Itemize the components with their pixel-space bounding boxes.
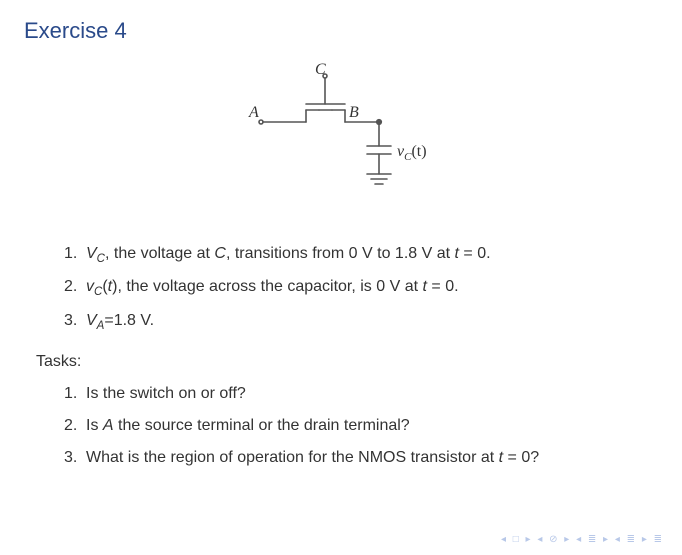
circuit-container: C A B vC(t) (24, 62, 658, 212)
task-item: 3.What is the region of operation for th… (64, 444, 658, 472)
label-b: B (349, 104, 359, 121)
task-text: Is A the source terminal or the drain te… (86, 417, 410, 434)
tasks-list: 1.Is the switch on or off?2.Is A the sou… (36, 380, 658, 472)
circuit-diagram: C A B vC(t) (231, 62, 451, 212)
task-number: 1. (64, 380, 86, 408)
label-vc: vC(t) (397, 143, 427, 163)
given-item: 2.vC(t), the voltage across the capacito… (64, 273, 658, 302)
given-number: 2. (64, 273, 86, 301)
given-text: VC, the voltage at C, transitions from 0… (86, 245, 491, 262)
task-item: 1.Is the switch on or off? (64, 380, 658, 408)
slide-nav-icons: ◂ □ ▸ ◂ ⊘ ▸ ◂ ≣ ▸ ◂ ≣ ▸ ≣ (501, 534, 664, 545)
givens-list: 1.VC, the voltage at C, transitions from… (36, 240, 658, 336)
label-a: A (248, 104, 259, 121)
given-text: VA=1.8 V. (86, 312, 154, 329)
task-text: What is the region of operation for the … (86, 449, 539, 466)
page-title: Exercise 4 (24, 18, 658, 44)
given-item: 1.VC, the voltage at C, transitions from… (64, 240, 658, 269)
label-c: C (315, 62, 326, 78)
tasks-heading: Tasks: (36, 348, 658, 376)
given-number: 3. (64, 307, 86, 335)
task-number: 3. (64, 444, 86, 472)
content-body: 1.VC, the voltage at C, transitions from… (24, 240, 658, 472)
given-text: vC(t), the voltage across the capacitor,… (86, 278, 459, 295)
given-number: 1. (64, 240, 86, 268)
task-text: Is the switch on or off? (86, 385, 246, 402)
given-item: 3.VA=1.8 V. (64, 307, 658, 336)
task-number: 2. (64, 412, 86, 440)
task-item: 2.Is A the source terminal or the drain … (64, 412, 658, 440)
